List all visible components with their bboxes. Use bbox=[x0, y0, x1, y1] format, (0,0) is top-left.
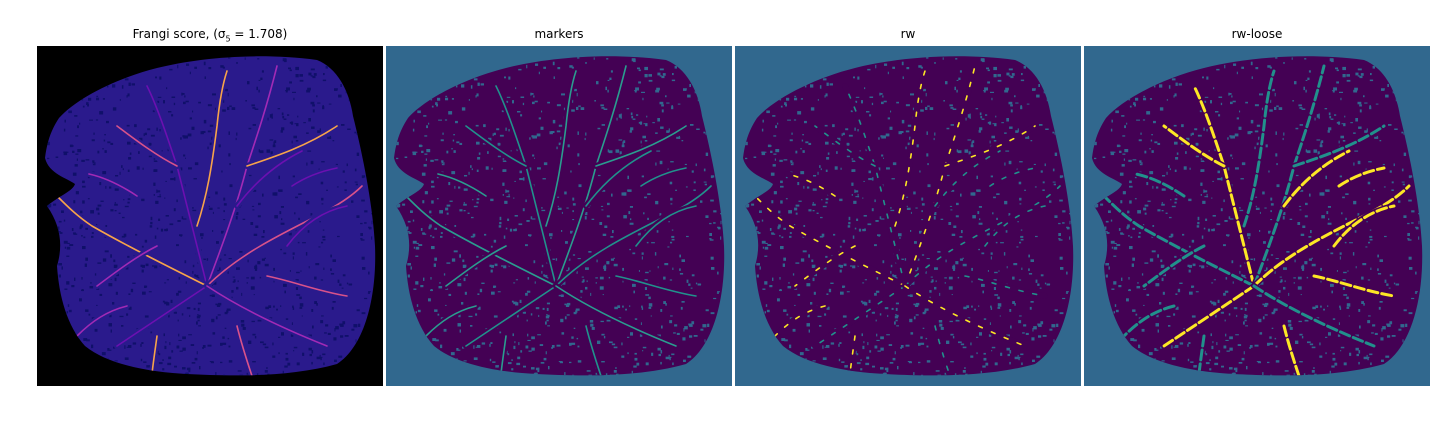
vessel-segment bbox=[206, 285, 328, 347]
frangi-score-image bbox=[37, 46, 383, 386]
vessel-segment bbox=[640, 167, 687, 187]
vessel-segment bbox=[425, 305, 477, 337]
rw-canvas bbox=[735, 46, 1081, 386]
title-frangi-value: = 1.708) bbox=[230, 27, 288, 41]
rw-loose-image bbox=[1084, 46, 1430, 386]
vessel-segment bbox=[1332, 204, 1396, 248]
vessel-segment bbox=[1102, 194, 1256, 288]
vessel-segment bbox=[236, 150, 303, 207]
vessel-segment bbox=[88, 173, 138, 197]
vessel-network bbox=[1101, 63, 1412, 376]
vessel-segment bbox=[904, 285, 1026, 347]
vessel-segment bbox=[904, 185, 1061, 287]
vessel-band bbox=[982, 203, 1048, 249]
frangi-score-canvas bbox=[37, 46, 383, 386]
vessel-segment bbox=[196, 70, 228, 227]
vessel-segment bbox=[1142, 244, 1206, 288]
vessel-segment bbox=[595, 125, 687, 167]
vessel-segment bbox=[286, 205, 348, 247]
vessel-segment bbox=[1134, 172, 1186, 198]
vessel-segment bbox=[585, 325, 602, 376]
vessel-segment bbox=[555, 285, 677, 347]
rw-image bbox=[735, 46, 1081, 386]
vessel-segment bbox=[786, 173, 836, 197]
vessel-segment bbox=[1312, 274, 1396, 298]
vessel-segment bbox=[944, 125, 1036, 167]
vessel-band bbox=[792, 243, 858, 289]
vessel-segment bbox=[934, 325, 951, 376]
panel-title-markers: markers bbox=[534, 27, 584, 41]
vessel-segment bbox=[894, 70, 926, 227]
vessel-segment bbox=[1122, 304, 1176, 338]
vessel-segment bbox=[1282, 324, 1301, 376]
vessel-segment bbox=[545, 70, 577, 227]
vessel-network bbox=[403, 63, 714, 376]
markers-image bbox=[386, 46, 732, 386]
title-frangi-main: Frangi score, (σ bbox=[132, 27, 226, 41]
vessel-segment bbox=[116, 125, 178, 167]
vessel-segment bbox=[246, 125, 338, 167]
vessel-segment bbox=[291, 167, 338, 187]
vessel-segment bbox=[465, 125, 527, 167]
vessel-segment bbox=[56, 195, 208, 287]
panel-title-rw-loose: rw-loose bbox=[1231, 27, 1283, 41]
vessel-segment bbox=[236, 325, 253, 376]
vessel-segment bbox=[1252, 184, 1411, 288]
vessel-network bbox=[752, 63, 1063, 376]
vessel-band bbox=[812, 123, 878, 169]
vessel-segment bbox=[1252, 284, 1376, 348]
panel-title-frangi: Frangi score, (σ5 = 1.708) bbox=[37, 27, 383, 43]
vessel-segment bbox=[206, 185, 363, 287]
markers-canvas bbox=[386, 46, 732, 386]
rw-loose-canvas bbox=[1084, 46, 1430, 386]
vessel-segment bbox=[445, 245, 507, 287]
vessel-segment bbox=[989, 167, 1036, 187]
vessel-segment bbox=[1162, 124, 1226, 168]
vessel-segment bbox=[437, 173, 487, 197]
vessel-segment bbox=[1242, 69, 1276, 228]
vessel-segment bbox=[844, 85, 906, 287]
vessel-band bbox=[932, 148, 1003, 209]
vessel-segment bbox=[774, 305, 826, 337]
vessel-segment bbox=[465, 285, 557, 347]
vessel-band bbox=[812, 283, 908, 349]
title-frangi-subscript: 5 bbox=[225, 34, 231, 44]
vessel-segment bbox=[555, 185, 712, 287]
vessel-segment bbox=[76, 305, 128, 337]
vessel-band bbox=[752, 193, 908, 289]
panel-title-rw: rw bbox=[900, 27, 916, 41]
vessel-segment bbox=[635, 205, 697, 247]
vessel-segment bbox=[1192, 84, 1256, 288]
vessel-segment bbox=[266, 275, 348, 297]
vessel-segment bbox=[405, 195, 557, 287]
vessel-segment bbox=[116, 285, 208, 347]
vessel-segment bbox=[585, 150, 652, 207]
vessel-segment bbox=[849, 335, 856, 375]
vessel-segment bbox=[1337, 166, 1386, 188]
vessel-segment bbox=[96, 245, 158, 287]
vessel-segment bbox=[1292, 124, 1386, 168]
vessel-segment bbox=[1162, 284, 1256, 348]
vessel-segment bbox=[615, 275, 697, 297]
vessel-segment bbox=[964, 275, 1046, 297]
vessel-segment bbox=[1282, 149, 1351, 208]
